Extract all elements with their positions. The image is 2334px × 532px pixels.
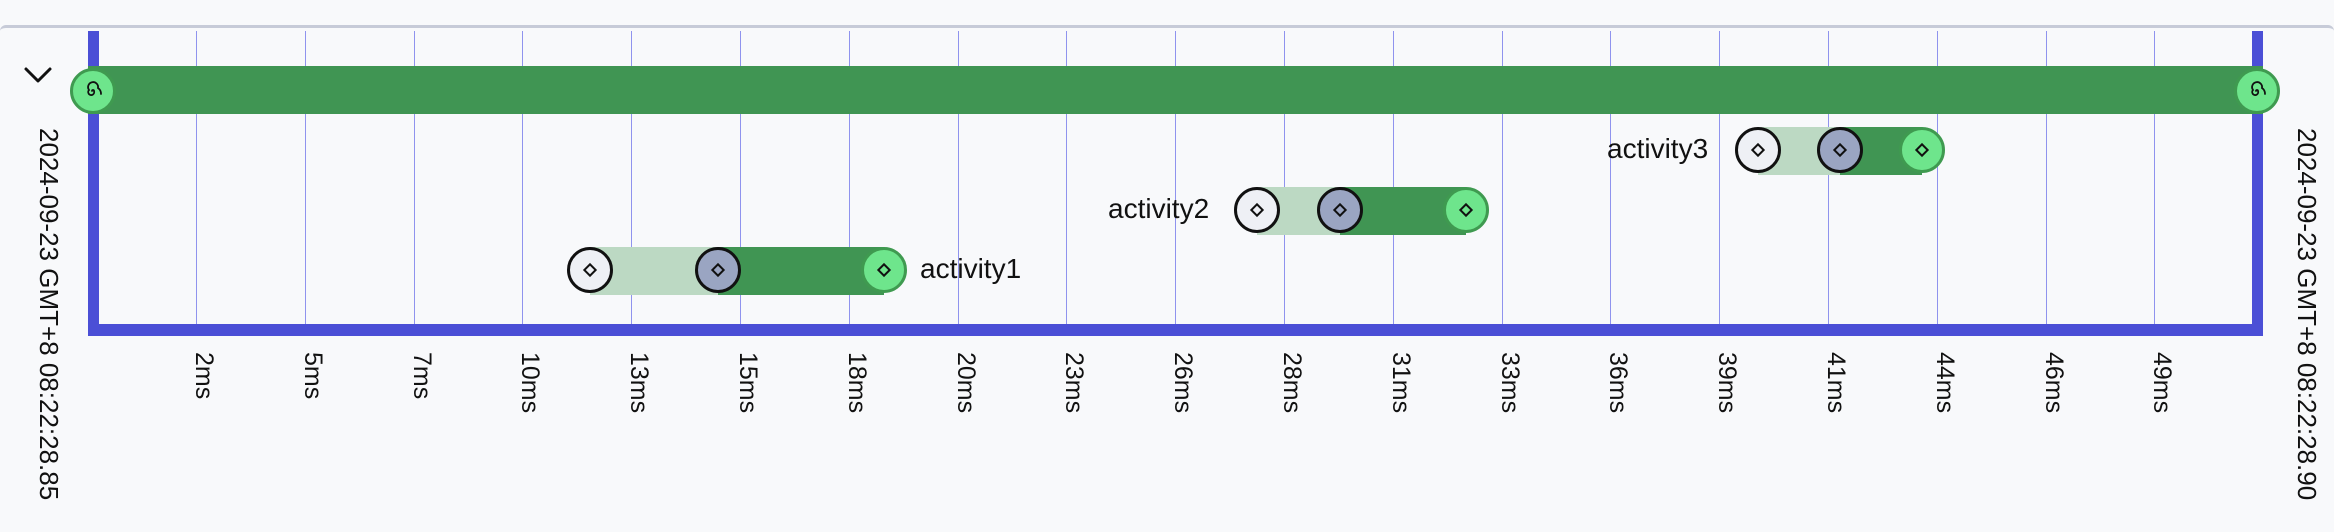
- grid-line: [849, 31, 850, 324]
- activity2-end-node[interactable]: [1443, 187, 1489, 233]
- tick-label: 46ms: [2040, 352, 2068, 414]
- grid-line: [305, 31, 306, 324]
- activity3-start-node[interactable]: [1735, 127, 1781, 173]
- activity2-label: activity2: [1108, 193, 1210, 224]
- grid-line: [1719, 31, 1720, 324]
- frame-bottom: [88, 324, 2263, 336]
- root-span-bar[interactable]: [88, 66, 2263, 114]
- end-timestamp: 2024-09-23 GMT+8 08:22:28.90: [2292, 128, 2322, 501]
- activity3-label: activity3: [1607, 133, 1709, 164]
- tick-label: 41ms: [1822, 352, 1850, 414]
- spiral-icon: [87, 81, 102, 96]
- tick-label: 5ms: [299, 352, 327, 400]
- tick-label: 49ms: [2148, 352, 2176, 414]
- diamond-icon: [876, 262, 892, 278]
- tick-label: 7ms: [408, 352, 436, 400]
- diamond-icon: [1249, 202, 1265, 218]
- grid-line: [522, 31, 523, 324]
- tick-label: 36ms: [1604, 352, 1632, 414]
- grid-line: [1828, 31, 1829, 324]
- diamond-icon: [582, 262, 598, 278]
- tick-label: 23ms: [1060, 352, 1088, 414]
- activity3-mid-node[interactable]: [1817, 127, 1863, 173]
- activity1-start-node[interactable]: [567, 247, 613, 293]
- tick-label: 20ms: [952, 352, 980, 414]
- tick-label: 33ms: [1496, 352, 1524, 414]
- grid-line: [2046, 31, 2047, 324]
- grid-line: [1066, 31, 1067, 324]
- frame-left: [88, 31, 99, 336]
- diamond-icon: [710, 262, 726, 278]
- activity2-start-node[interactable]: [1234, 187, 1280, 233]
- frame-right: [2252, 31, 2263, 336]
- activity3-end-node[interactable]: [1899, 127, 1945, 173]
- grid-line: [1937, 31, 1938, 324]
- spiral-icon: [2251, 81, 2266, 96]
- tick-label: 28ms: [1278, 352, 1306, 414]
- activity2-mid-node[interactable]: [1317, 187, 1363, 233]
- tick-label: 44ms: [1931, 352, 1959, 414]
- grid-line: [1175, 31, 1176, 324]
- grid-line: [196, 31, 197, 324]
- tick-label: 10ms: [516, 352, 544, 414]
- grid-line: [1284, 31, 1285, 324]
- grid-line: [1610, 31, 1611, 324]
- panel-border: [0, 25, 2334, 31]
- grid-line: [1393, 31, 1394, 324]
- grid-line: [2154, 31, 2155, 324]
- grid-line: [958, 31, 959, 324]
- tick-label: 26ms: [1169, 352, 1197, 414]
- collapse-button[interactable]: [18, 56, 58, 96]
- grid-line: [631, 31, 632, 324]
- diamond-icon: [1750, 142, 1766, 158]
- activity1-run-bar[interactable]: [718, 247, 884, 295]
- grid-line: [1502, 31, 1503, 324]
- grid-line: [740, 31, 741, 324]
- diamond-icon: [1332, 202, 1348, 218]
- activity1-end-node[interactable]: [861, 247, 907, 293]
- start-timestamp: 2024-09-23 GMT+8 08:22:28.85: [34, 128, 64, 501]
- root-start-node[interactable]: [70, 68, 116, 114]
- tick-label: 18ms: [843, 352, 871, 414]
- tick-label: 39ms: [1713, 352, 1741, 414]
- grid-line: [414, 31, 415, 324]
- chevron-down-icon: [24, 67, 52, 83]
- root-end-node[interactable]: [2234, 68, 2280, 114]
- diamond-icon: [1458, 202, 1474, 218]
- tick-label: 15ms: [734, 352, 762, 414]
- activity1-label: activity1: [920, 253, 1022, 284]
- diamond-icon: [1914, 142, 1930, 158]
- tick-label: 13ms: [625, 352, 653, 414]
- tick-label: 2ms: [190, 352, 218, 400]
- activity1-mid-node[interactable]: [695, 247, 741, 293]
- diamond-icon: [1832, 142, 1848, 158]
- tick-label: 31ms: [1387, 352, 1415, 414]
